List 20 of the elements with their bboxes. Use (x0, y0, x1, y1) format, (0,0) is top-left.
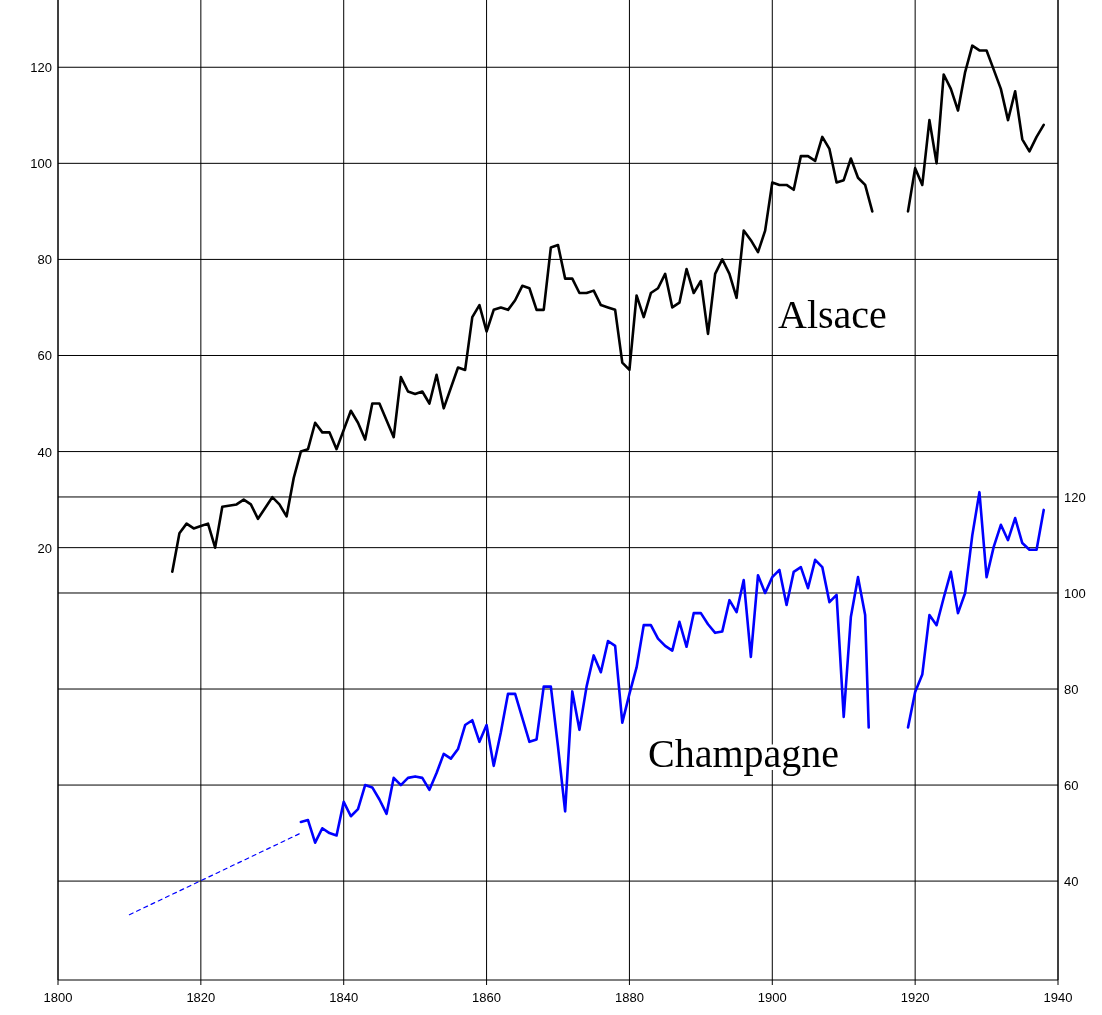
x-tick-label: 1800 (43, 990, 73, 1005)
y2-tick-label: 40 (1064, 874, 1079, 890)
x-tick-label: 1920 (900, 990, 930, 1005)
x-tick-label: 1940 (1043, 990, 1073, 1005)
y-tick-label: 40 (37, 444, 52, 460)
x-tick-label: 1860 (472, 990, 502, 1005)
x-tick-label: 1820 (186, 990, 216, 1005)
x-tick-label: 1840 (329, 990, 359, 1005)
x-tick-label: 1900 (757, 990, 787, 1005)
y-tick-label: 80 (37, 252, 52, 268)
y-tick-label: 120 (30, 60, 52, 76)
y-tick-label: 20 (37, 540, 52, 556)
y2-tick-label: 120 (1064, 489, 1086, 505)
y-tick-label: 60 (37, 348, 52, 364)
y-tick-label: 100 (30, 156, 52, 172)
series-label: Alsace (778, 292, 887, 337)
y2-tick-label: 60 (1064, 778, 1079, 794)
y2-tick-label: 80 (1064, 682, 1079, 698)
x-tick-label: 1880 (614, 990, 644, 1005)
y2-tick-label: 100 (1064, 585, 1086, 601)
